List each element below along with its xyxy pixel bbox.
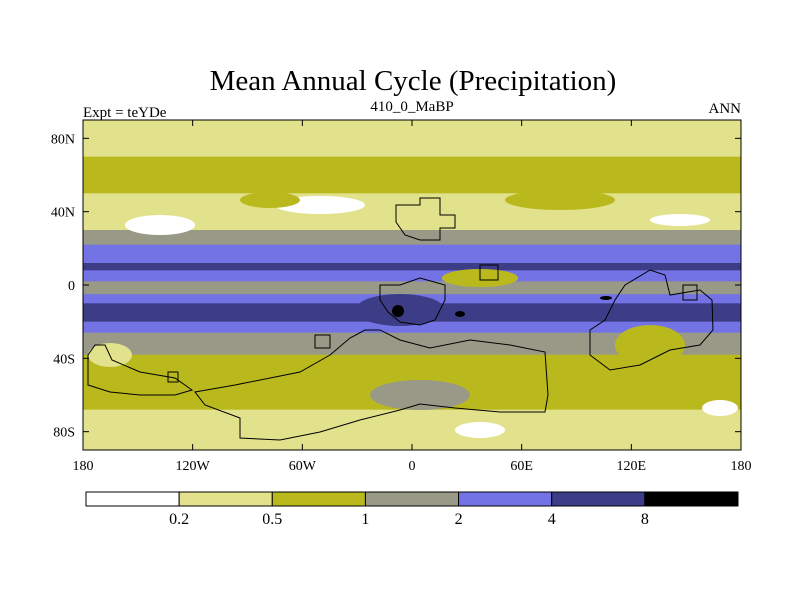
precip-band-2 — [83, 156, 741, 194]
dry-patch — [125, 215, 195, 235]
precip-band-4 — [83, 211, 741, 231]
continent-outline — [589, 269, 714, 371]
colorbar: 0.2 0.5 1 2 4 8 — [85, 491, 739, 528]
island-outline — [682, 284, 698, 301]
precipitation-field — [83, 120, 741, 450]
colorbar-label: 8 — [641, 511, 649, 528]
y-tick-label: 80N — [51, 132, 75, 147]
colorbar-swatch — [85, 491, 180, 507]
colorbar-swatch — [644, 491, 739, 507]
max-rain-core — [392, 305, 404, 317]
y-tick-label: 40S — [53, 352, 75, 367]
max-rain-core — [455, 311, 465, 317]
precip-band-8 — [83, 270, 741, 282]
x-tick-label: 60W — [289, 459, 317, 474]
precip-band-1 — [83, 134, 741, 158]
y-tick-label: 80S — [53, 426, 75, 441]
precip-band-0 — [83, 120, 741, 136]
wet-patch — [505, 190, 615, 210]
x-tick-label: 60E — [510, 459, 533, 474]
x-tick-label: 0 — [409, 459, 416, 474]
island-outline — [479, 264, 499, 281]
max-rain-core — [600, 296, 612, 300]
x-tick-label: 120W — [176, 459, 211, 474]
wet-patch — [240, 192, 300, 208]
precip-band-12 — [83, 321, 741, 334]
y-tick-label: 0 — [68, 279, 75, 294]
dry-patch — [650, 214, 710, 226]
experiment-label: Expt = teYDe — [83, 105, 167, 121]
field-details — [87, 190, 738, 441]
precip-band-13 — [83, 332, 741, 356]
colorbar-label: 2 — [455, 511, 463, 528]
precipitation-map: 180 120W 60W 0 60E 120E 180 80N 40N 0 40S 80S — [51, 119, 752, 474]
chart-title: Mean Annual Cycle (Precipitation) — [210, 65, 617, 97]
x-tick-label: 180 — [731, 459, 752, 474]
precip-band-3 — [83, 193, 741, 213]
continent-outline — [87, 344, 194, 396]
colorbar-swatch — [551, 491, 646, 507]
continent-outline — [395, 197, 456, 241]
colorbar-label: 1 — [361, 511, 369, 528]
colorbar-swatch — [458, 491, 553, 507]
continent-outline — [194, 329, 549, 441]
precip-band-6 — [83, 244, 741, 264]
colorbar-swatch — [178, 491, 273, 507]
colorbar-label: 0.2 — [169, 511, 189, 528]
wet-patch — [615, 325, 685, 365]
period-label: 410_0_MaBP — [370, 99, 453, 115]
colorbar-swatch — [364, 491, 460, 507]
continent-outline — [379, 277, 446, 326]
colorbar-label: 0.5 — [262, 511, 282, 528]
x-tick-label: 120E — [617, 459, 647, 474]
axis-ticks: 180 120W 60W 0 60E 120E 180 80N 40N 0 40S 80S — [51, 120, 752, 474]
x-tick-label: 180 — [73, 459, 94, 474]
precip-band-16 — [83, 409, 741, 433]
precip-band-17 — [83, 431, 741, 450]
colorbar-label: 4 — [548, 511, 556, 528]
dry-patch — [702, 400, 738, 416]
precip-band-7 — [83, 263, 741, 271]
moist-patch — [370, 380, 470, 410]
precip-band-9 — [83, 281, 741, 295]
island-outline — [314, 334, 331, 349]
colorbar-swatch — [271, 491, 366, 507]
dry-patch — [455, 422, 505, 438]
y-tick-label: 40N — [51, 206, 75, 221]
season-label: ANN — [709, 101, 742, 117]
island-outline — [167, 371, 179, 383]
